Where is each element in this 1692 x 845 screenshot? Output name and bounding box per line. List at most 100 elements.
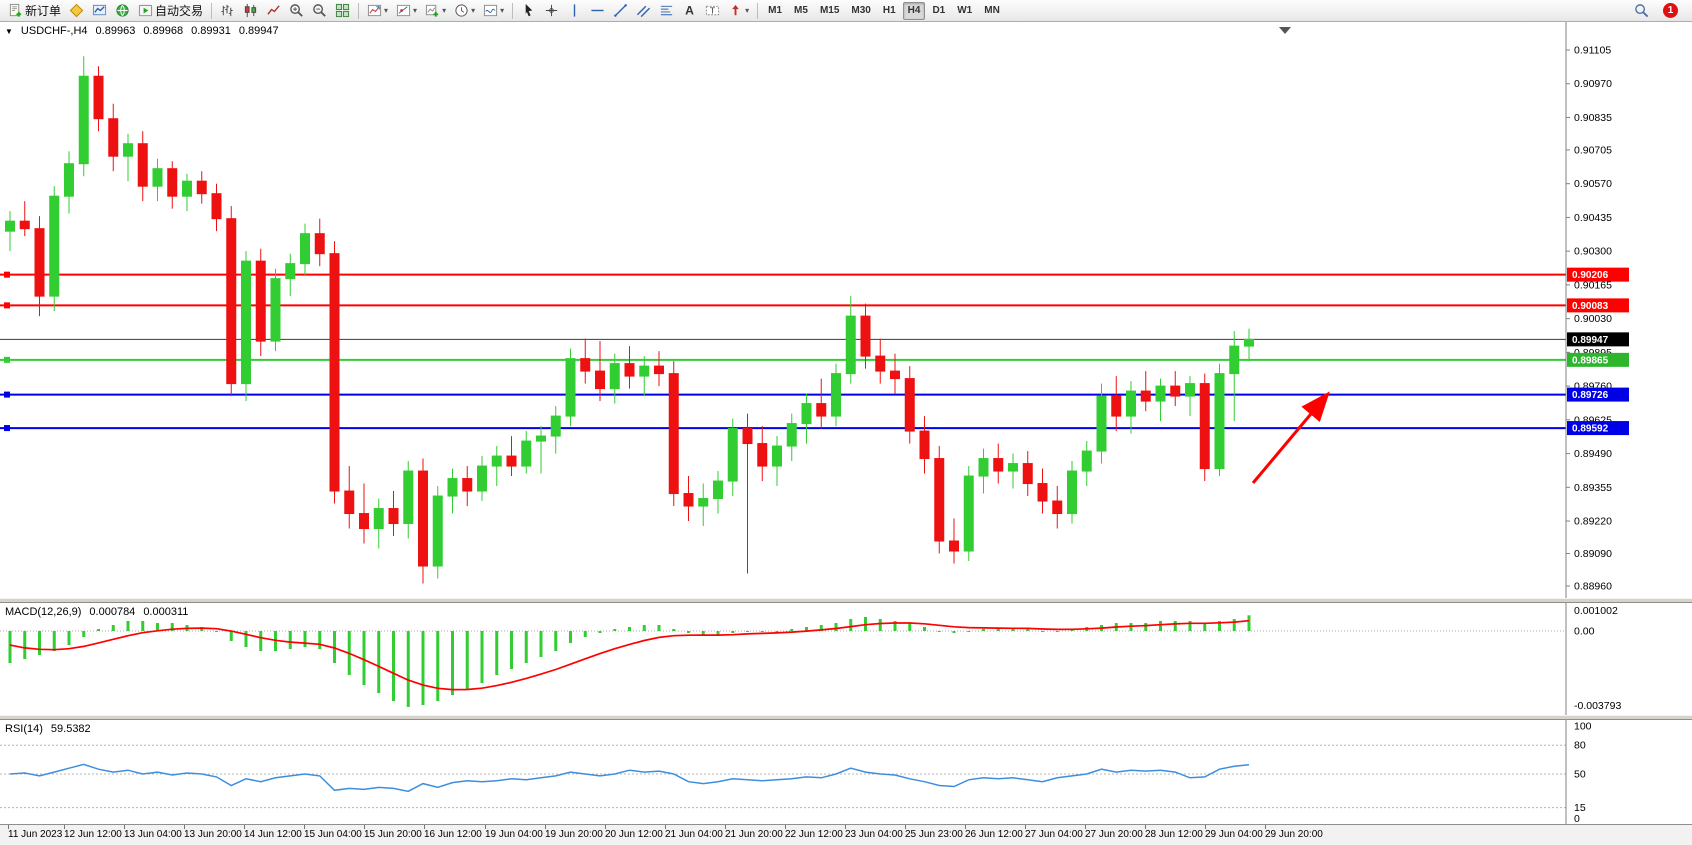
candle-body <box>1244 338 1254 347</box>
line-chart-button[interactable] <box>263 2 284 20</box>
candle-body <box>536 435 546 442</box>
macd-canvas: 0.001002 0.00 -0.003793 <box>0 603 1692 715</box>
cursor-button[interactable] <box>518 2 539 20</box>
price-tick-label: 0.91105 <box>1574 45 1611 57</box>
ohlc-close: 0.89947 <box>238 25 279 37</box>
profiles-button[interactable] <box>89 2 110 20</box>
toolbar-separator <box>512 2 514 19</box>
community-button[interactable] <box>112 2 133 20</box>
chart-shift-marker[interactable] <box>1279 27 1291 34</box>
one-click-trading-toggle[interactable]: ▼ <box>5 26 13 36</box>
timeframe-w1[interactable]: W1 <box>952 2 977 20</box>
price-badge-label: 0.89865 <box>1572 355 1609 366</box>
time-tick <box>965 825 966 829</box>
notifications-button[interactable]: 1 <box>1660 2 1681 20</box>
auto-trading-button[interactable]: 自动交易 <box>135 2 206 20</box>
main-chart-pane[interactable]: 0.91105 0.90970 0.90835 0.90705 0.90570 0.904… <box>0 22 1692 598</box>
candle-chart-icon <box>244 3 257 18</box>
time-tick <box>1085 825 1086 829</box>
rsi-pane[interactable]: 100 80 50 15 0 RSI(14) 59.5382 <box>0 720 1692 824</box>
vertical-line-button[interactable] <box>564 2 585 20</box>
objects-icon <box>396 4 411 17</box>
arrows-button[interactable]: ▾ <box>725 2 752 20</box>
pane-splitter[interactable] <box>0 598 1692 603</box>
timeframe-h4[interactable]: H4 <box>902 1 926 20</box>
line-handle[interactable] <box>4 302 10 309</box>
equidistant-channel-button[interactable] <box>633 2 654 20</box>
pane-splitter-2[interactable] <box>0 715 1692 720</box>
new-order-button-label: 新订单 <box>25 4 62 18</box>
timeframe-m1[interactable]: M1 <box>763 2 787 20</box>
price-badge-label: 0.89947 <box>1572 335 1609 346</box>
candle-body <box>270 278 281 342</box>
candle-body <box>742 428 753 445</box>
text-label-button[interactable]: T <box>702 2 723 20</box>
price-badge <box>1567 332 1629 347</box>
new-order-button[interactable]: 新订单 <box>5 2 64 20</box>
price-badge-label: 0.89592 <box>1572 424 1609 435</box>
indicators-button[interactable]: ▾ <box>364 2 391 20</box>
timeframe-d1[interactable]: D1 <box>927 2 950 20</box>
candlestick-chart-button[interactable] <box>240 2 261 20</box>
line-handle[interactable] <box>4 391 10 398</box>
line-handle[interactable] <box>4 271 10 278</box>
candle-body <box>683 493 694 507</box>
candle-body <box>595 370 605 390</box>
candle-body <box>565 358 576 417</box>
fibonacci-button[interactable] <box>656 2 677 20</box>
timeframe-m5[interactable]: M5 <box>789 2 813 20</box>
toolbar: 新订单 自动交易 ▾ ▾ ▾ ▾ ▾ A T ▾ M1 M5 M15 M30 H1 H4 D1 W1 MN 1 <box>0 0 1692 22</box>
bar-chart-button[interactable] <box>217 2 238 20</box>
time-tick <box>124 825 125 829</box>
candle-body <box>934 458 945 542</box>
main-chart-canvas[interactable]: 0.91105 0.90970 0.90835 0.90705 0.90570 0.904… <box>0 22 1692 598</box>
zoom-in-icon <box>290 4 303 17</box>
trendline-button[interactable] <box>610 2 631 20</box>
zoom-out-button[interactable] <box>309 2 330 20</box>
price-badge <box>1567 421 1629 436</box>
add-indicator-button[interactable]: ▾ <box>422 2 449 20</box>
timeframe-mn[interactable]: MN <box>979 2 1005 20</box>
candle-body <box>978 458 989 477</box>
candle-body <box>491 455 502 467</box>
rsi-scale-label: 100 <box>1574 721 1592 733</box>
crosshair-button[interactable] <box>541 2 562 20</box>
price-tick-label: 0.90030 <box>1574 313 1612 325</box>
search-button[interactable] <box>1631 2 1652 20</box>
metaeditor-button[interactable] <box>66 2 87 20</box>
cursor-icon <box>525 3 533 17</box>
time-label: 20 Jun 12:00 <box>605 829 663 840</box>
candle-body <box>1037 483 1048 502</box>
objects-list-button[interactable]: ▾ <box>393 2 420 20</box>
time-axis[interactable]: 11 Jun 2023 12 Jun 12:00 13 Jun 04:00 13 Ju… <box>0 824 1692 845</box>
arrow-annotation[interactable] <box>1251 391 1330 484</box>
line-handle[interactable] <box>4 425 10 432</box>
time-tick <box>424 825 425 829</box>
time-label: 27 Jun 04:00 <box>1025 829 1083 840</box>
candle-body <box>521 440 532 467</box>
time-label: 25 Jun 23:00 <box>905 829 963 840</box>
timeframe-m15[interactable]: M15 <box>815 2 844 20</box>
periods-button[interactable]: ▾ <box>451 2 478 20</box>
text-button[interactable]: A <box>679 2 700 20</box>
time-label: 19 Jun 20:00 <box>545 829 603 840</box>
templates-button[interactable]: ▾ <box>480 2 507 20</box>
arrows-icon <box>732 4 739 16</box>
tile-windows-button[interactable] <box>332 2 353 20</box>
macd-pane[interactable]: 0.001002 0.00 -0.003793 MACD(12,26,9) 0.00… <box>0 603 1692 715</box>
candle-body <box>1081 450 1092 472</box>
timeframe-m30[interactable]: M30 <box>846 2 875 20</box>
time-tick <box>244 825 245 829</box>
candle-body <box>1140 390 1151 402</box>
zoom-in-button[interactable] <box>286 2 307 20</box>
line-handle[interactable] <box>4 356 10 363</box>
price-tick-label: 0.90835 <box>1574 112 1612 124</box>
candle-body <box>1229 345 1240 375</box>
macd-name: MACD(12,26,9) <box>5 606 82 618</box>
timeframe-h1[interactable]: H1 <box>878 2 901 20</box>
candle-body <box>1170 385 1181 397</box>
macd-scale-label: 0.001002 <box>1574 605 1618 617</box>
time-tick <box>304 825 305 829</box>
candle-body <box>78 75 89 165</box>
horizontal-line-button[interactable] <box>587 2 608 20</box>
